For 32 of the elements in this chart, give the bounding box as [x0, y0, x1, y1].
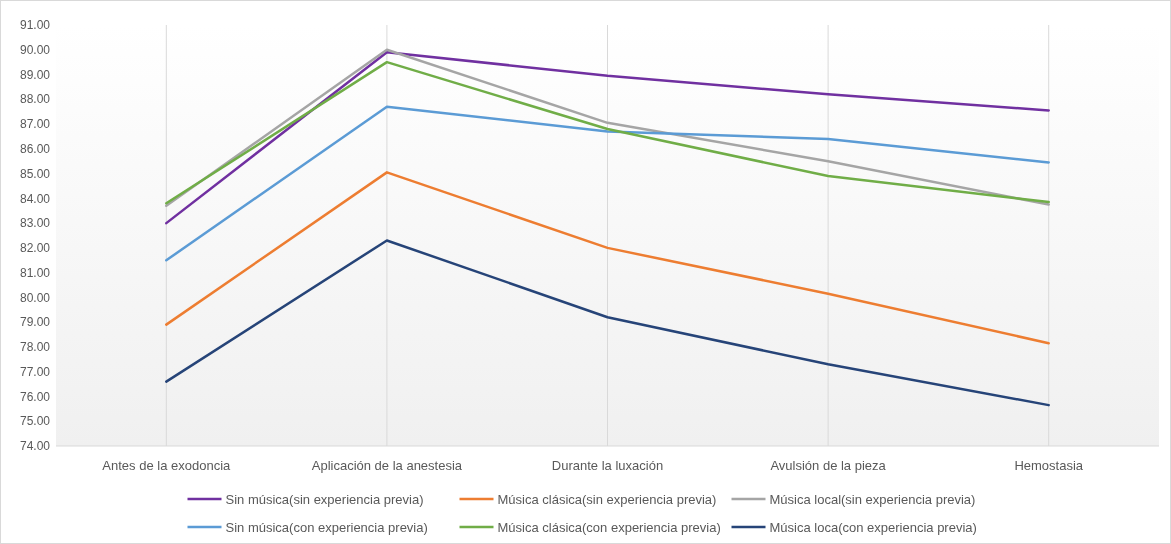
y-tick-label: 79.00	[19, 315, 51, 330]
y-tick-label: 91.00	[19, 18, 51, 33]
x-tick-label: Hemostasia	[1014, 458, 1084, 473]
legend-label: Música loca(con experiencia previa)	[769, 519, 977, 535]
y-tick-label: 77.00	[19, 364, 51, 379]
y-tick-label: 76.00	[19, 389, 51, 404]
y-tick-label: 78.00	[19, 340, 51, 355]
legend-label: Música clásica(sin experiencia previa)	[497, 491, 717, 507]
y-tick-label: 80.00	[19, 290, 51, 305]
legend-label: Sin música(con experiencia previa)	[225, 519, 428, 535]
line-series	[165, 105, 1050, 262]
x-tick-label: Antes de la exodoncia	[102, 458, 232, 473]
y-tick-label: 87.00	[19, 117, 51, 132]
y-tick-label: 75.00	[19, 414, 51, 429]
y-tick-label: 81.00	[19, 265, 51, 280]
y-tick-label: 90.00	[19, 42, 51, 57]
legend-label: Música clásica(con experiencia previa)	[497, 519, 721, 535]
y-tick-label: 85.00	[19, 166, 51, 181]
y-tick-label: 82.00	[19, 241, 51, 256]
line-series	[165, 171, 1050, 345]
y-tick-label: 83.00	[19, 216, 51, 231]
x-tick-label: Aplicación de la anestesia	[311, 458, 463, 473]
legend-label: Sin música(sin experiencia previa)	[225, 491, 424, 507]
x-tick-label: Avulsión de la pieza	[770, 458, 887, 473]
y-tick-label: 84.00	[19, 191, 51, 206]
legend-label: Música local(sin experiencia previa)	[769, 491, 976, 507]
y-tick-label: 86.00	[19, 142, 51, 157]
x-tick-label: Durante la luxación	[551, 458, 664, 473]
y-tick-label: 88.00	[19, 92, 51, 107]
line-series	[165, 239, 1050, 407]
y-tick-label: 89.00	[19, 67, 51, 82]
y-tick-label: 74.00	[19, 439, 51, 454]
